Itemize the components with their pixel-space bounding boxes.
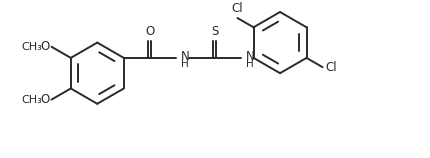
Text: CH₃: CH₃ bbox=[22, 95, 42, 105]
Text: Cl: Cl bbox=[326, 61, 337, 74]
Text: Cl: Cl bbox=[232, 2, 243, 15]
Text: H: H bbox=[181, 59, 189, 69]
Text: H: H bbox=[246, 59, 254, 69]
Text: CH₃: CH₃ bbox=[22, 42, 42, 52]
Text: O: O bbox=[40, 93, 50, 106]
Text: O: O bbox=[40, 40, 50, 53]
Text: O: O bbox=[145, 25, 154, 38]
Text: S: S bbox=[211, 25, 218, 38]
Text: N: N bbox=[246, 50, 255, 64]
Text: N: N bbox=[181, 50, 190, 64]
